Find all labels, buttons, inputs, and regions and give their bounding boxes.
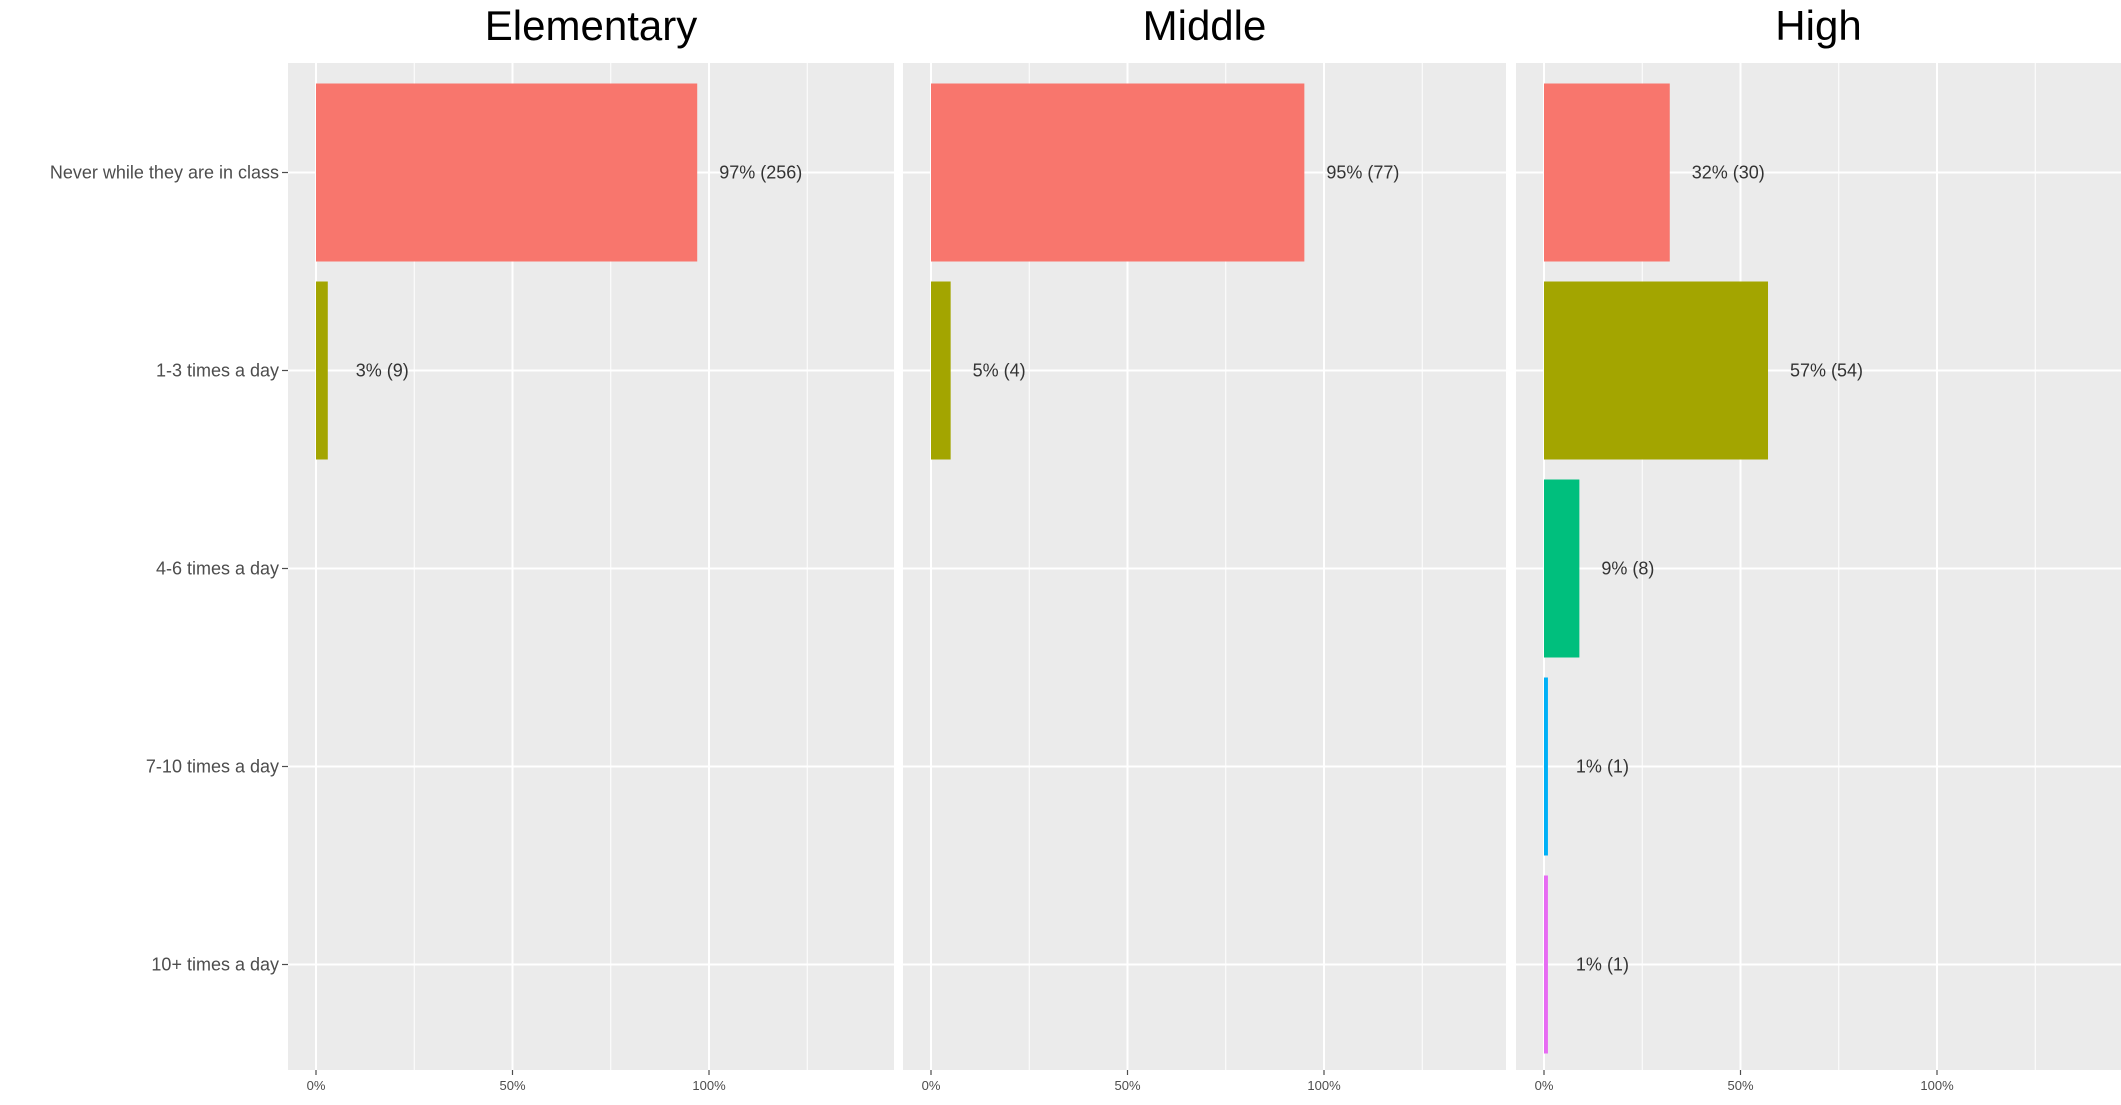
x-tick-label: 100% [1920, 1078, 1954, 1093]
bar-10-times-a-day [1544, 875, 1548, 1054]
bar-1-3-times-a-day [1544, 281, 1769, 460]
bar-value-label: 9% (8) [1601, 559, 1654, 579]
facet-high: High 32% (30) 57% (54) 9% (8) 1% (1) 1% (1) 0%… [1516, 2, 2121, 1093]
bar-value-label: 57% (54) [1790, 361, 1863, 381]
facet-title: Elementary [485, 2, 697, 49]
x-tick-label: 100% [692, 1078, 726, 1093]
bar-value-label: 1% (1) [1576, 955, 1629, 975]
facet-elementary: Elementary 97% (256) 3% (9) 0% 50% 100% [288, 2, 894, 1093]
category-label-10-times-a-day: 10+ times a day [151, 955, 279, 975]
category-label-7-10-times-a-day: 7-10 times a day [146, 757, 279, 777]
bar-value-label: 5% (4) [973, 361, 1026, 381]
bar-1-3-times-a-day [316, 281, 328, 460]
x-tick-label: 100% [1307, 1078, 1341, 1093]
x-tick-label: 0% [307, 1078, 326, 1093]
x-tick-label: 0% [1535, 1078, 1554, 1093]
bar-1-3-times-a-day [931, 281, 951, 460]
x-tick-label: 50% [1727, 1078, 1753, 1093]
bar-value-label: 3% (9) [356, 361, 409, 381]
bar-4-6-times-a-day [1544, 479, 1580, 658]
facet-title: High [1775, 2, 1861, 49]
x-tick-label: 50% [499, 1078, 525, 1093]
category-label-4-6-times-a-day: 4-6 times a day [156, 559, 279, 579]
category-axis: Never while they are in class 1-3 times a… [50, 163, 288, 975]
category-label-1-3-times-a-day: 1-3 times a day [156, 361, 279, 381]
bar-never-while-they-are-in-class [931, 83, 1305, 262]
bar-never-while-they-are-in-class [1544, 83, 1670, 262]
category-label-never-while-they-are-in-class: Never while they are in class [50, 163, 279, 183]
bar-7-10-times-a-day [1544, 677, 1548, 856]
bar-never-while-they-are-in-class [316, 83, 698, 262]
facet-title: Middle [1143, 2, 1267, 49]
bar-value-label: 95% (77) [1326, 163, 1399, 183]
bar-value-label: 32% (30) [1692, 163, 1765, 183]
facet-middle: Middle 95% (77) 5% (4) 0% 50% 100% [903, 2, 1506, 1093]
bar-value-label: 1% (1) [1576, 757, 1629, 777]
x-tick-label: 50% [1114, 1078, 1140, 1093]
x-tick-label: 0% [922, 1078, 941, 1093]
bar-value-label: 97% (256) [719, 163, 802, 183]
